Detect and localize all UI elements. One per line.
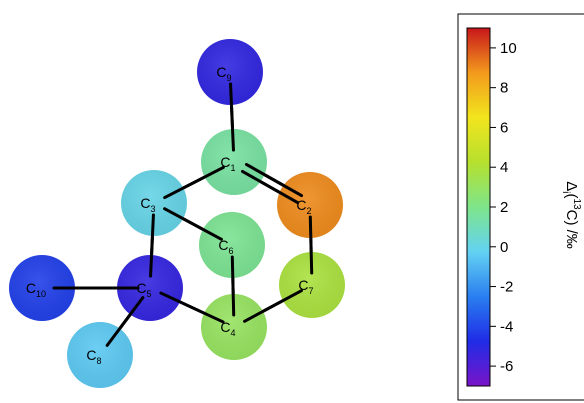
colorbar-tick-label: 10 [500,40,517,57]
atom-element: C [298,277,308,293]
atom-label-c6: C6 [218,237,233,256]
colorbar-tick-label: 0 [500,239,508,256]
atom-c10 [9,255,75,321]
bond-c5-c4-overlay [159,291,225,324]
atom-label-c5: C5 [136,280,151,299]
atom-shading-c9 [197,39,263,105]
atom-element: C [220,154,230,170]
atom-element: C [220,319,230,335]
atom-element: C [216,64,226,80]
atom-label-c7: C7 [298,277,313,296]
atom-c1 [201,129,267,195]
bond-c2-c7-overlay [308,215,314,275]
atom-c2 [277,172,343,238]
atom-shading-c4 [201,294,267,360]
atom-label-c3: C3 [140,195,155,214]
atom-c9 [197,39,263,105]
bond-c1-c2-overlay [240,169,300,205]
atom-label-c8: C8 [86,347,101,366]
bond-c1-c3-overlay [163,165,225,200]
atom-shading-c2 [277,172,343,238]
colorbar-tick-label: 4 [500,159,508,176]
bond-c5-c8-overlay [105,296,145,347]
atom-index: 5 [147,289,152,299]
colorbar-ticks: 10 8 6 4 2 0 -2 -4 -6 [490,40,517,375]
colorbar-gradient [466,27,491,387]
colorbar-tick-label: 2 [500,199,508,216]
atom-index: 6 [229,246,234,256]
atom-index: 2 [307,206,312,216]
atom-index: 1 [231,163,236,173]
atom-index: 4 [231,328,236,338]
atom-index: 8 [97,356,102,366]
bond-c6-c4-overlay [230,255,236,317]
atom-label-c4: C4 [220,319,235,338]
atom-index: 9 [227,73,232,83]
colorbar-tick-label: -2 [500,279,513,296]
atom-shading-c5 [117,255,183,321]
atom-label-c9: C9 [216,64,231,83]
axis-label-open: ( [563,193,580,198]
atom-index: 10 [36,289,46,299]
atom-layer [9,39,345,388]
atom-label-c1: C1 [220,154,235,173]
colorbar-panel: 10 8 6 4 2 0 -2 -4 -6 Δi(13C) /‰ [457,13,584,401]
atom-shading-c8 [67,322,133,388]
atom-c5 [117,255,183,321]
bond-overlay [52,82,314,347]
axis-label-rest: C) /‰ [563,210,580,249]
colorbar-tick-label: -6 [500,358,513,375]
axis-label-delta: Δ [563,181,580,191]
bond-c7-c4-overlay [243,289,303,323]
atom-element: C [86,347,96,363]
svg-text:Δi(13C) /‰: Δi(13C) /‰ [560,181,582,249]
atom-c4 [201,294,267,360]
bond-c9-c1-overlay [229,82,235,152]
atom-c6 [199,212,265,278]
bond-c1-c2-overlay [244,162,304,198]
atom-index: 7 [309,286,314,296]
atom-label-c2: C2 [296,197,311,216]
bond-c3-c5-overlay [149,213,155,278]
atom-element: C [218,237,228,253]
atom-label-c10: C10 [26,280,46,299]
atom-c3 [121,170,187,236]
colorbar-tick-label: -4 [500,318,513,335]
atom-shading-c7 [279,252,345,318]
axis-label-sup: 13 [571,198,582,210]
atom-element: C [26,280,36,296]
colorbar-frame [457,13,584,401]
colorbar-tick-label: 6 [500,119,508,136]
atom-shading-c10 [9,255,75,321]
atom-element: C [296,197,306,213]
colorbar-tick-label: 8 [500,80,508,97]
atom-element: C [140,195,150,211]
colorbar-axis-label: Δi(13C) /‰ [560,181,582,249]
atom-element: C [136,280,146,296]
atom-c7 [279,252,345,318]
axis-label-sub: i [560,191,571,193]
atom-c8 [67,322,133,388]
atom-index: 3 [151,204,156,214]
bond-c3-c6-overlay [163,207,223,241]
atom-shading-c3 [121,170,187,236]
atom-shading-c1 [201,129,267,195]
atom-shading-c6 [199,212,265,278]
